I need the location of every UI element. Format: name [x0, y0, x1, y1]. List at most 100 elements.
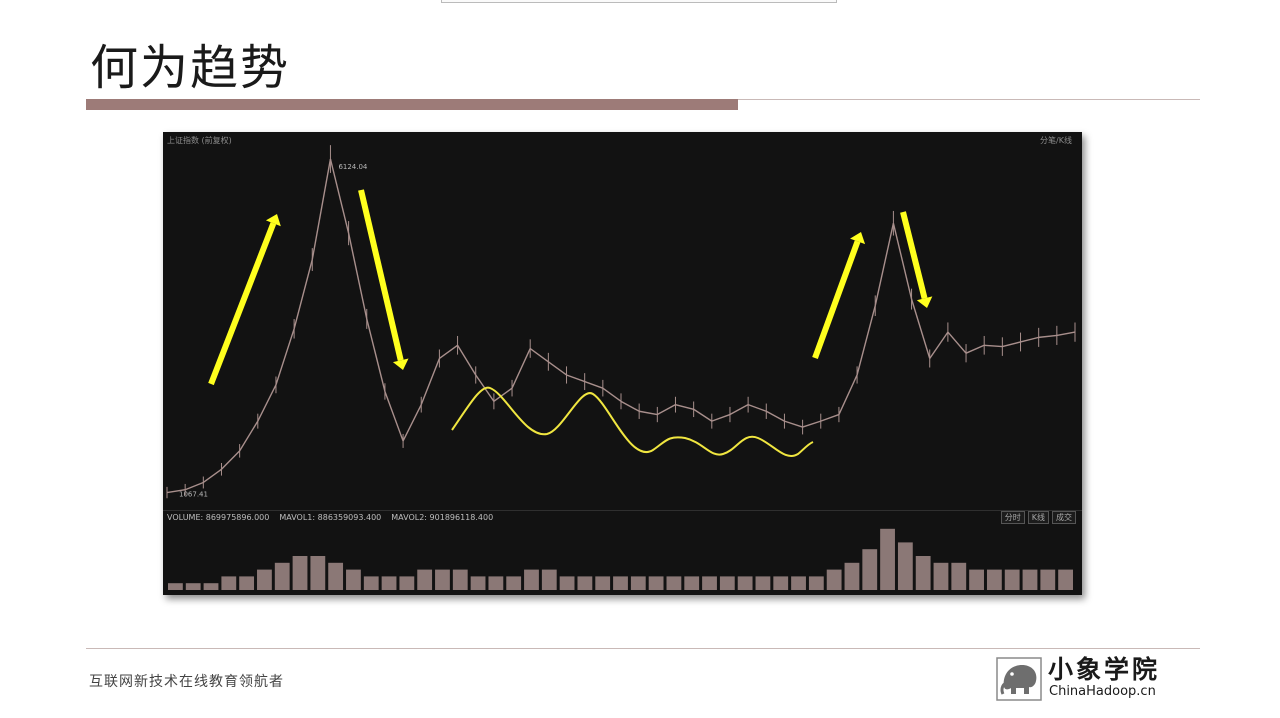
- price-line-segment: [329, 158, 350, 234]
- price-line-segment: [529, 348, 549, 363]
- volume-bar: [719, 576, 735, 590]
- chart-header-title: 上证指数 (前复权): [167, 136, 232, 145]
- volume-bar: [381, 576, 397, 590]
- price-line-segment: [420, 358, 441, 405]
- price-line-segment: [239, 420, 259, 452]
- volume-bar: [986, 569, 1002, 590]
- volume-bar: [203, 583, 219, 590]
- slide-title: 何为趋势: [90, 40, 291, 96]
- volume-tabs: 分时 K线 成交: [1000, 511, 1076, 524]
- volume-bar: [221, 576, 237, 590]
- title-divider-bar: [86, 99, 738, 110]
- volume-bar: [417, 569, 433, 590]
- volume-bar: [862, 549, 878, 590]
- volume-bar: [399, 576, 415, 590]
- volume-bar: [773, 576, 789, 590]
- volume-bar: [880, 528, 895, 590]
- volume-bar: [791, 576, 806, 590]
- trend-arrowhead: [265, 214, 281, 227]
- volume-bar: [702, 576, 717, 590]
- price-line-segment: [675, 403, 694, 410]
- volume-bar: [897, 542, 913, 590]
- price-line-segment: [729, 404, 749, 416]
- volume-bar: [826, 569, 842, 590]
- price-line-segment: [1056, 331, 1076, 337]
- volume-tab-2[interactable]: 成交: [1052, 511, 1076, 524]
- volume-bar: [684, 576, 700, 590]
- volume-bar: [506, 576, 522, 590]
- price-line-segment: [984, 344, 1003, 348]
- price-line-segment: [856, 305, 876, 376]
- volume-bar: [541, 569, 557, 590]
- volume-bar: [808, 576, 824, 590]
- volume-bar: [257, 569, 272, 590]
- volume-bar: [1058, 569, 1073, 590]
- price-line-segment: [602, 387, 622, 402]
- volume-bar: [524, 569, 539, 590]
- volume-tab-1[interactable]: K线: [1027, 511, 1049, 524]
- price-line-segment: [802, 420, 821, 428]
- volume-bar: [951, 562, 967, 590]
- price-line-segment: [620, 400, 640, 412]
- price-line-segment: [784, 420, 803, 428]
- volume-bar: [239, 576, 255, 590]
- price-line-segment: [947, 331, 967, 354]
- volume-bar: [969, 569, 984, 590]
- price-line-segment: [166, 489, 186, 494]
- trend-arrowhead: [850, 232, 866, 245]
- price-line-segment: [257, 384, 277, 422]
- volume-bar: [435, 569, 450, 590]
- price-line-segment: [511, 348, 531, 389]
- mavol1-value: MAVOL1: 886359093.400: [279, 513, 382, 522]
- volume-bar: [346, 569, 361, 590]
- volume-bar: [488, 576, 504, 590]
- mavol2-value: MAVOL2: 901896118.400: [391, 513, 494, 522]
- volume-legend: VOLUME: 869975896.000 MAVOL1: 886359093.…: [167, 513, 493, 522]
- trend-arrowhead: [916, 296, 933, 308]
- price-line-segment: [384, 391, 404, 442]
- trend-arrow-up: [812, 240, 861, 360]
- chart-panel: 上证指数 (前复权) 分笔/K线 6124.04 1067.41 VOLUME: …: [163, 132, 1082, 595]
- price-line-segment: [693, 408, 713, 422]
- max-price-label: 6124.04: [338, 163, 367, 171]
- volume-tab-0[interactable]: 分时: [1000, 511, 1025, 524]
- volume-bar: [613, 576, 628, 590]
- volume-bar: [328, 562, 344, 590]
- volume-bar: [310, 556, 326, 590]
- price-line-segment: [438, 344, 458, 360]
- price-line-segment: [584, 380, 604, 389]
- volume-panel-divider: [163, 510, 1082, 511]
- price-line-segment: [366, 318, 386, 392]
- price-line-segment: [892, 223, 913, 300]
- sideways-trend-curve: [451, 386, 814, 457]
- trend-arrow-up: [208, 222, 277, 386]
- price-line-segment: [1038, 334, 1057, 339]
- volume-bar: [630, 576, 646, 590]
- volume-bar: [595, 576, 611, 590]
- price-line-segment: [347, 233, 368, 320]
- brand-logo: 小象学院 ChinaHadoop.cn: [996, 656, 1196, 702]
- volume-bar: [470, 576, 486, 590]
- chart-header-mode[interactable]: 分笔/K线: [1040, 136, 1072, 145]
- footer-slogan: 互联网新技术在线教育领航者: [89, 674, 284, 690]
- logo-name-cn: 小象学院: [1048, 655, 1161, 684]
- volume-bar: [1022, 569, 1038, 590]
- volume-bar: [185, 583, 201, 590]
- volume-bar: [915, 556, 931, 590]
- price-line-segment: [965, 344, 985, 354]
- trend-arrow-down: [900, 211, 928, 300]
- price-line-segment: [820, 413, 840, 422]
- price-line-segment: [874, 223, 895, 306]
- price-line-segment: [929, 331, 949, 359]
- volume-bar: [1040, 569, 1056, 590]
- price-line-segment: [1002, 341, 1021, 348]
- price-line-segment: [747, 403, 767, 412]
- volume-bar: [559, 576, 575, 590]
- volume-bar: [363, 576, 379, 590]
- logo-name-en: ChinaHadoop.cn: [1049, 684, 1156, 699]
- price-line-segment: [1020, 336, 1039, 343]
- price-line-segment: [910, 298, 931, 359]
- elephant-logo-icon: [996, 657, 1042, 701]
- volume-bar: [933, 562, 949, 590]
- volume-bar: [274, 562, 290, 590]
